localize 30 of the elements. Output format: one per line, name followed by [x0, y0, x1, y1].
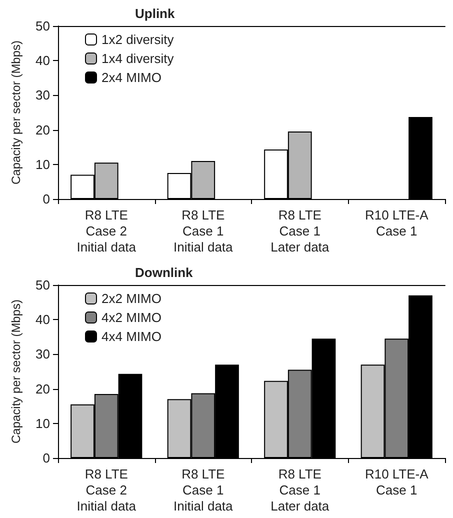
x-tick-label: R8 LTE Case 1 Initial data	[173, 208, 234, 254]
y-tick-label: 20	[36, 381, 50, 396]
legend-label: 4x2 MIMO	[102, 310, 162, 325]
y-tick-label: 50	[36, 18, 50, 34]
y-tick-label: 40	[36, 53, 50, 68]
chart-title: Uplink	[135, 6, 176, 21]
x-tick-label: R8 LTE Case 1 Initial data	[173, 466, 234, 514]
legend-label: 2x2 MIMO	[102, 291, 162, 306]
y-axis-title: Capacity per sector (Mbps)	[9, 299, 23, 444]
y-tick-label: 20	[36, 122, 50, 138]
x-tick-label: R10 LTE-A Case 1	[364, 466, 429, 498]
y-axis-title: Capacity per sector (Mbps)	[9, 40, 23, 185]
x-tick-label: R8 LTE Case 1 Later data	[270, 466, 330, 514]
y-tick-label: 30	[36, 88, 50, 103]
y-tick-label: 10	[36, 156, 50, 172]
x-tick-label: R8 LTE Case 1 Later data	[270, 208, 330, 254]
y-tick-label: 40	[36, 312, 50, 328]
legend-label: 1x4 diversity	[102, 51, 174, 66]
legend-label: 2x4 MIMO	[102, 70, 162, 85]
y-tick-label: 0	[42, 192, 50, 206]
legend-label: 4x4 MIMO	[102, 329, 162, 344]
legend-label: 1x2 diversity	[102, 32, 174, 47]
x-tick-label: R8 LTE Case 2 Initial data	[76, 466, 137, 514]
chart-title: Downlink	[135, 265, 194, 280]
y-tick-label: 10	[36, 416, 50, 431]
y-tick-label: 30	[36, 346, 50, 362]
y-tick-label: 0	[42, 450, 50, 466]
x-tick-label: R10 LTE-A Case 1	[364, 208, 429, 238]
x-tick-label: R8 LTE Case 2 Initial data	[76, 208, 137, 254]
y-tick-label: 50	[36, 278, 50, 292]
